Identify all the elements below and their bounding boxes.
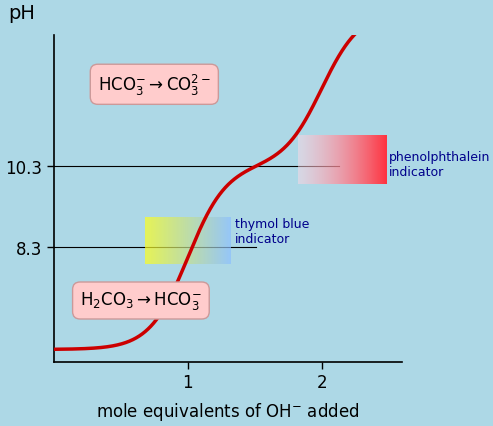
Text: phenolphthalein
indicator: phenolphthalein indicator [389,150,490,178]
Text: thymol blue
indicator: thymol blue indicator [235,218,309,245]
Text: $\mathrm{HCO_3^{-} \rightarrow CO_3^{2-}}$: $\mathrm{HCO_3^{-} \rightarrow CO_3^{2-}… [98,72,211,98]
Text: pH: pH [8,4,35,23]
Text: $\mathrm{H_2CO_3 \rightarrow HCO_3^{-}}$: $\mathrm{H_2CO_3 \rightarrow HCO_3^{-}}$ [80,290,202,312]
X-axis label: mole equivalents of OH$^{-}$ added: mole equivalents of OH$^{-}$ added [96,400,360,422]
